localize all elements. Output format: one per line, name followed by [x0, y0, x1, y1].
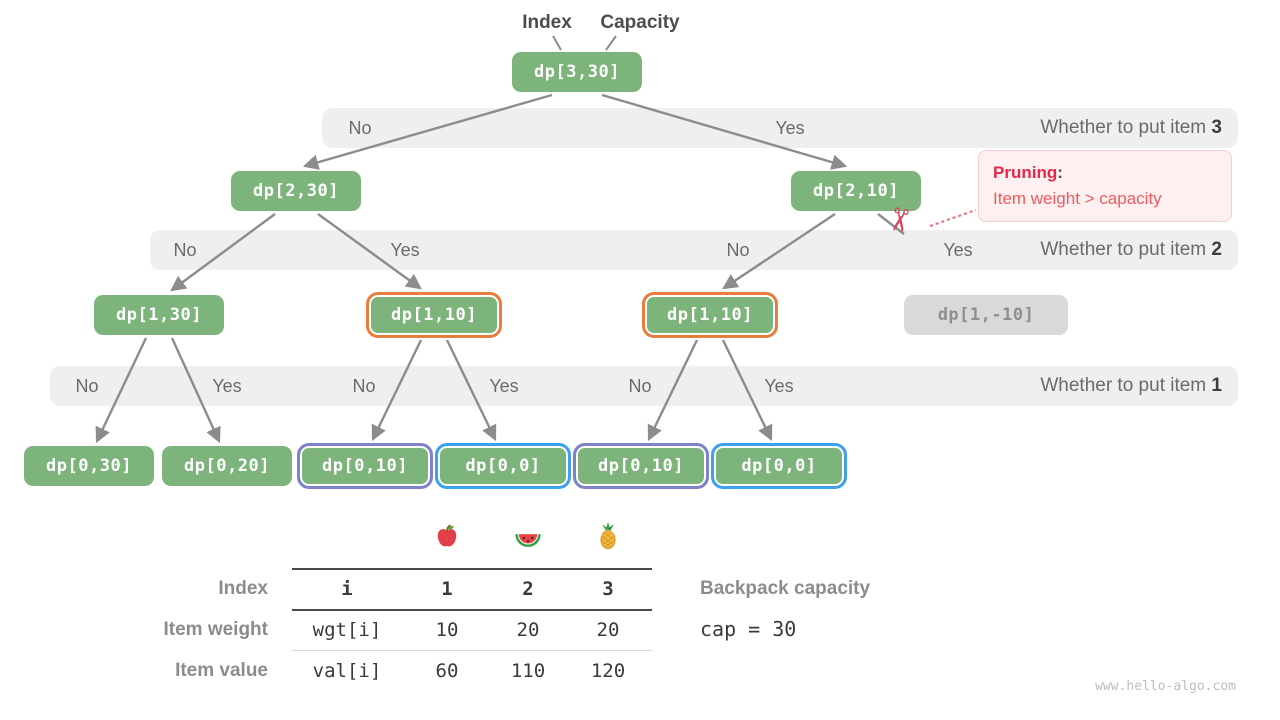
edge-label-yes: Yes — [764, 376, 794, 396]
table-top-rule — [292, 568, 652, 570]
edge-label-no: No — [173, 240, 197, 260]
node-dp-0-0-highlight: dp[0,0] — [711, 443, 847, 489]
edge — [722, 213, 836, 290]
edge-label-yes: Yes — [390, 240, 420, 260]
pruning-link — [929, 209, 977, 227]
node-dp-1-10-highlight: dp[1,10] — [366, 292, 502, 338]
row-header-index: Index — [218, 578, 268, 599]
band-item-3-text: Whether to put item 3 — [1040, 108, 1222, 148]
apple-icon — [432, 521, 462, 551]
band-item-3-prefix: Whether to put item — [1040, 117, 1212, 138]
node-dp-0-10-highlight: dp[0,10] — [297, 443, 433, 489]
watermelon-icon — [513, 523, 543, 553]
band-item-1-prefix: Whether to put item — [1040, 375, 1212, 396]
pruning-callout: Pruning: Item weight > capacity — [978, 150, 1232, 222]
band-item-1-num: 1 — [1211, 375, 1222, 396]
edge — [170, 337, 221, 444]
pruning-description: Item weight > capacity — [993, 189, 1162, 208]
edge — [601, 93, 848, 170]
node-dp-0-20: dp[0,20] — [162, 446, 292, 486]
edge — [317, 213, 422, 290]
cell-val-2: 110 — [510, 660, 546, 682]
edge-label-no: No — [628, 376, 652, 396]
watermark: www.hello-algo.com — [1095, 679, 1236, 694]
band-item-2-text: Whether to put item 2 — [1040, 230, 1222, 270]
edge-label-yes: Yes — [775, 118, 805, 138]
cell-index-2: 2 — [522, 578, 534, 600]
cell-wgt-1: 10 — [435, 619, 459, 641]
cell-val-3: 120 — [590, 660, 626, 682]
cell-index-3: 3 — [602, 578, 614, 600]
pruning-colon: : — [1057, 163, 1063, 182]
band-item-2-num: 2 — [1211, 239, 1222, 260]
pineapple-icon — [593, 521, 623, 551]
band-item-3-num: 3 — [1211, 117, 1222, 138]
cell-val-1: 60 — [435, 660, 459, 682]
edge — [95, 337, 148, 444]
node-dp-3-30: dp[3,30] — [512, 52, 642, 92]
node-dp-0-0-highlight: dp[0,0] — [435, 443, 571, 489]
table-row-rule — [292, 650, 652, 651]
cell-index-1: 1 — [441, 578, 453, 600]
index-pointer-label: Index — [522, 12, 572, 33]
node-dp-2-10: dp[2,10] — [791, 171, 921, 211]
row-header-item-value: Item value — [175, 660, 268, 681]
backpack-capacity-label: Backpack capacity — [700, 578, 871, 599]
cell-wgt-2: 20 — [516, 619, 540, 641]
node-dp-0-30: dp[0,30] — [24, 446, 154, 486]
edge — [371, 339, 423, 442]
edge-label-no: No — [352, 376, 376, 396]
cell-wgt-3: 20 — [596, 619, 620, 641]
band-item-3: Whether to put item 3 — [322, 108, 1238, 148]
pruning-title-line: Pruning: — [993, 160, 1217, 186]
node-dp-1-30: dp[1,30] — [94, 295, 224, 335]
edge — [302, 93, 553, 170]
index-tick — [552, 35, 562, 51]
band-item-2: Whether to put item 2 — [150, 230, 1238, 270]
band-item-1: Whether to put item 1 — [50, 366, 1238, 406]
edge-label-yes: Yes — [489, 376, 519, 396]
table-header-rule — [292, 609, 652, 611]
edge — [170, 213, 276, 292]
pruning-title: Pruning — [993, 163, 1058, 182]
edge — [721, 339, 773, 442]
backpack-capacity-value: cap = 30 — [700, 617, 797, 641]
node-dp-0-10-highlight: dp[0,10] — [573, 443, 709, 489]
edge-label-no: No — [75, 376, 99, 396]
row-header-item-weight: Item weight — [163, 619, 268, 640]
edge-cut — [877, 213, 905, 235]
node-dp-1-10-highlight: dp[1,10] — [642, 292, 778, 338]
capacity-tick — [605, 35, 617, 51]
cell-i: i — [341, 578, 353, 600]
edge-label-yes: Yes — [943, 240, 973, 260]
edge — [445, 339, 497, 442]
edge-label-no: No — [348, 118, 372, 138]
band-item-1-text: Whether to put item 1 — [1040, 366, 1222, 406]
cell-wgt-i: wgt[i] — [312, 619, 382, 641]
scissors-icon: ✂ — [878, 203, 921, 237]
edge-label-yes: Yes — [212, 376, 242, 396]
node-dp-1-neg10-pruned: dp[1,-10] — [904, 295, 1068, 335]
band-item-2-prefix: Whether to put item — [1040, 239, 1212, 260]
cell-val-i: val[i] — [312, 660, 382, 682]
edge — [647, 339, 699, 442]
capacity-pointer-label: Capacity — [600, 12, 680, 33]
node-dp-2-30: dp[2,30] — [231, 171, 361, 211]
edge-label-no: No — [726, 240, 750, 260]
